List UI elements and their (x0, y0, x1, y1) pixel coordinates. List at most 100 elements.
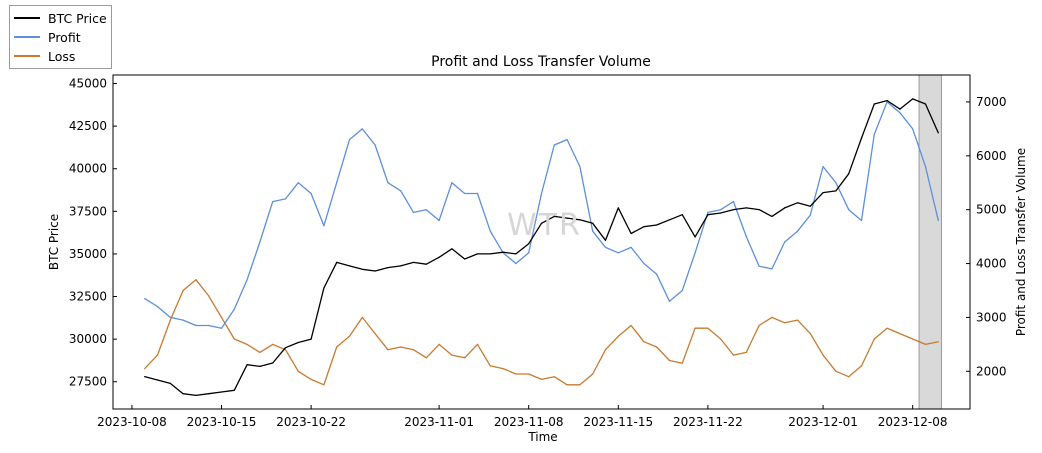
data-point-profit (208, 324, 210, 327)
data-point-loss (387, 349, 389, 351)
data-point-profit (553, 144, 555, 146)
data-point-profit (438, 219, 440, 222)
x-tick-label: 2023-11-22 (673, 415, 743, 429)
x-tick-label: 2023-11-01 (404, 415, 474, 429)
data-point-profit (336, 182, 338, 184)
data-point-btc-price (566, 217, 568, 219)
y2-tick-label: 4000 (976, 257, 1007, 271)
shaded-region-layer (918, 74, 942, 410)
data-point-btc-price (707, 214, 709, 216)
legend-item-loss: Loss (14, 47, 75, 65)
data-point-loss (630, 324, 632, 327)
data-point-btc-price (438, 256, 440, 258)
data-point-profit (604, 246, 607, 248)
data-point-btc-price (336, 261, 338, 263)
data-point-btc-price (220, 391, 223, 393)
y2-tick-label: 2000 (976, 364, 1007, 378)
data-point-btc-price (656, 224, 658, 226)
data-point-btc-price (259, 365, 261, 367)
data-point-profit (451, 182, 453, 184)
data-point-profit (540, 192, 543, 195)
data-point-btc-price (476, 253, 479, 255)
data-point-loss (707, 327, 709, 329)
data-point-profit (476, 192, 479, 195)
data-point-loss (656, 346, 658, 348)
series-line-loss (144, 279, 939, 386)
data-point-loss (400, 346, 402, 348)
x-tick-label: 2023-12-01 (788, 415, 858, 429)
y2-tick-label: 3000 (976, 310, 1007, 324)
data-point-loss (822, 354, 824, 356)
x-tick-label: 2023-10-15 (187, 415, 257, 429)
data-point-loss (438, 343, 440, 345)
x-tick-label: 2023-10-22 (276, 415, 346, 429)
data-point-profit (656, 273, 658, 275)
data-point-profit (348, 139, 351, 141)
data-point-loss (169, 319, 171, 321)
data-point-loss (182, 289, 184, 292)
data-point-profit (681, 289, 683, 292)
data-point-loss (259, 351, 261, 353)
y2-axis-label: Profit and Loss Transfer Volume (1014, 148, 1028, 336)
data-point-btc-price (310, 338, 312, 340)
data-point-profit (400, 190, 402, 192)
data-point-profit (873, 133, 875, 135)
y-tick-label: 27500 (69, 375, 107, 389)
data-point-btc-price (182, 393, 184, 395)
data-point-btc-price (515, 253, 517, 255)
data-point-btc-price (860, 137, 863, 139)
data-point-profit (886, 101, 888, 103)
data-point-profit (668, 300, 671, 302)
data-point-profit (758, 265, 760, 267)
legend-label-btc-price: BTC Price (48, 10, 107, 26)
data-point-btc-price (195, 394, 197, 396)
data-point-loss (272, 343, 274, 345)
data-point-profit (374, 144, 376, 146)
data-point-loss (745, 351, 747, 353)
y-tick-label: 37500 (69, 204, 107, 218)
data-point-profit (771, 268, 773, 270)
data-point-profit (835, 182, 837, 184)
y2-tick-label: 5000 (976, 203, 1007, 217)
data-point-btc-price (592, 222, 594, 224)
data-point-btc-price (361, 268, 363, 270)
data-point-btc-price (694, 236, 696, 238)
data-point-btc-price (489, 253, 491, 255)
data-point-loss (668, 359, 671, 362)
data-point-loss (784, 322, 786, 324)
data-point-btc-price (233, 389, 235, 391)
legend-item-btc-price: BTC Price (14, 9, 107, 27)
data-point-loss (464, 357, 466, 359)
data-point-loss (361, 316, 363, 318)
data-point-profit (297, 182, 299, 184)
axis-layer: 27500 30000 32500 35000 37500 40000 42500 45000… (69, 77, 1007, 429)
x-tick-label: 2023-11-08 (494, 415, 564, 429)
legend-label-profit: Profit (48, 29, 81, 45)
data-point-btc-price (617, 207, 619, 209)
shaded-region (918, 74, 942, 410)
data-point-btc-price (771, 215, 773, 217)
data-point-loss (758, 324, 760, 327)
data-point-loss (835, 370, 837, 372)
data-point-btc-price (668, 219, 671, 221)
data-point-loss (732, 354, 735, 356)
data-point-profit (144, 298, 146, 300)
data-point-profit (630, 246, 632, 248)
data-point-loss (515, 373, 517, 375)
legend-swatch-loss (14, 55, 40, 57)
data-point-btc-price (169, 382, 171, 384)
data-point-loss (592, 373, 594, 375)
data-point-profit (464, 192, 466, 195)
data-point-btc-price (732, 209, 735, 211)
data-point-btc-price (284, 347, 287, 349)
data-point-btc-price (886, 100, 888, 102)
legend-swatch-profit (14, 36, 40, 38)
data-point-btc-price (400, 265, 402, 267)
data-point-loss (540, 378, 543, 380)
data-point-loss (220, 316, 223, 318)
data-point-btc-price (796, 202, 799, 204)
data-point-loss (937, 341, 939, 343)
data-point-btc-price (208, 393, 210, 395)
data-point-btc-price (784, 207, 786, 209)
data-point-btc-price (553, 215, 555, 217)
